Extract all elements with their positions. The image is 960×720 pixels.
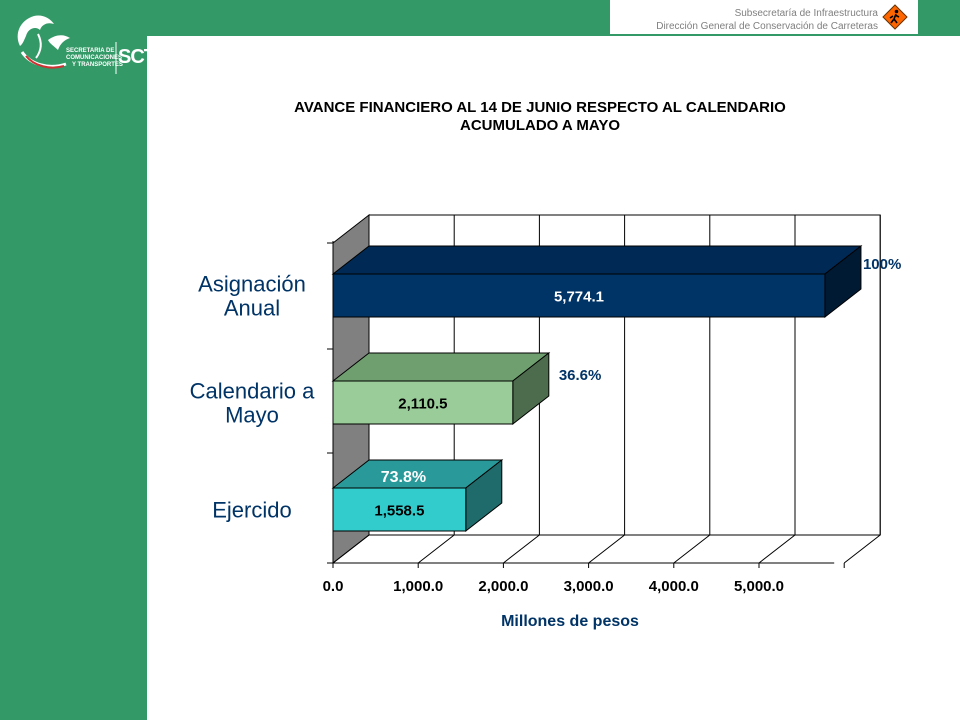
bar-top-face bbox=[331, 352, 551, 382]
logo-acronym: SCT bbox=[118, 46, 156, 68]
x-tick-label: 4,000.0 bbox=[649, 578, 699, 595]
bar bbox=[332, 380, 514, 425]
floor-gridline bbox=[758, 534, 796, 564]
eagle-emblem bbox=[17, 15, 117, 74]
category-label: Mayo bbox=[225, 403, 279, 428]
bar-percent-label: 100% bbox=[863, 256, 901, 273]
bar-value-label: 5,774.1 bbox=[554, 289, 604, 306]
floor-gridline bbox=[588, 534, 625, 564]
x-tick-label: 3,000.0 bbox=[564, 578, 614, 595]
header-line-2: Dirección General de Conservación de Car… bbox=[656, 21, 878, 32]
x-tick-label: 1,000.0 bbox=[393, 578, 443, 595]
x-tick-label: 0.0 bbox=[323, 578, 344, 595]
floor-gridline bbox=[503, 534, 540, 564]
header-box: Subsecretaría de Infraestructura Direcci… bbox=[610, 0, 918, 34]
header-line-1: Subsecretaría de Infraestructura bbox=[734, 8, 878, 19]
sct-logo: SECRETARIA DE COMUNICACIONES Y TRANSPORT… bbox=[8, 6, 156, 78]
category-label: Anual bbox=[224, 296, 280, 321]
road-worker-icon bbox=[882, 4, 908, 30]
floor-gridline bbox=[417, 534, 455, 564]
category-label: Asignación bbox=[198, 272, 306, 297]
logo-agency-line-3: Y TRANSPORTES bbox=[72, 62, 123, 68]
bar bbox=[332, 273, 826, 318]
logo-agency-line-2: COMUNICACIONES bbox=[66, 55, 123, 61]
chart-title-line-1: AVANCE FINANCIERO AL 14 DE JUNIO RESPECT… bbox=[294, 99, 786, 116]
bar-percent-label: 36.6% bbox=[559, 367, 602, 384]
x-tick-label: 5,000.0 bbox=[734, 578, 784, 595]
bar-value-label: 1,558.5 bbox=[374, 503, 424, 520]
bar-value-label: 2,110.5 bbox=[398, 396, 447, 413]
floor-gridline bbox=[332, 534, 370, 564]
floor-gridline bbox=[673, 534, 711, 564]
category-label: Calendario a bbox=[190, 379, 316, 404]
chart-title-line-2: ACUMULADO A MAYO bbox=[460, 117, 620, 134]
bar-percent-label: 73.8% bbox=[381, 469, 426, 486]
chart-title: AVANCE FINANCIERO AL 14 DE JUNIO RESPECT… bbox=[180, 99, 900, 135]
x-axis-title: Millones de pesos bbox=[501, 613, 639, 630]
x-tick-label: 2,000.0 bbox=[478, 578, 528, 595]
left-frame-band bbox=[0, 0, 147, 720]
bar bbox=[332, 487, 467, 532]
bar-top-face bbox=[331, 245, 863, 275]
category-label: Ejercido bbox=[212, 498, 291, 523]
logo-agency-line-1: SECRETARIA DE bbox=[66, 48, 115, 54]
floor-gridline bbox=[843, 534, 881, 564]
